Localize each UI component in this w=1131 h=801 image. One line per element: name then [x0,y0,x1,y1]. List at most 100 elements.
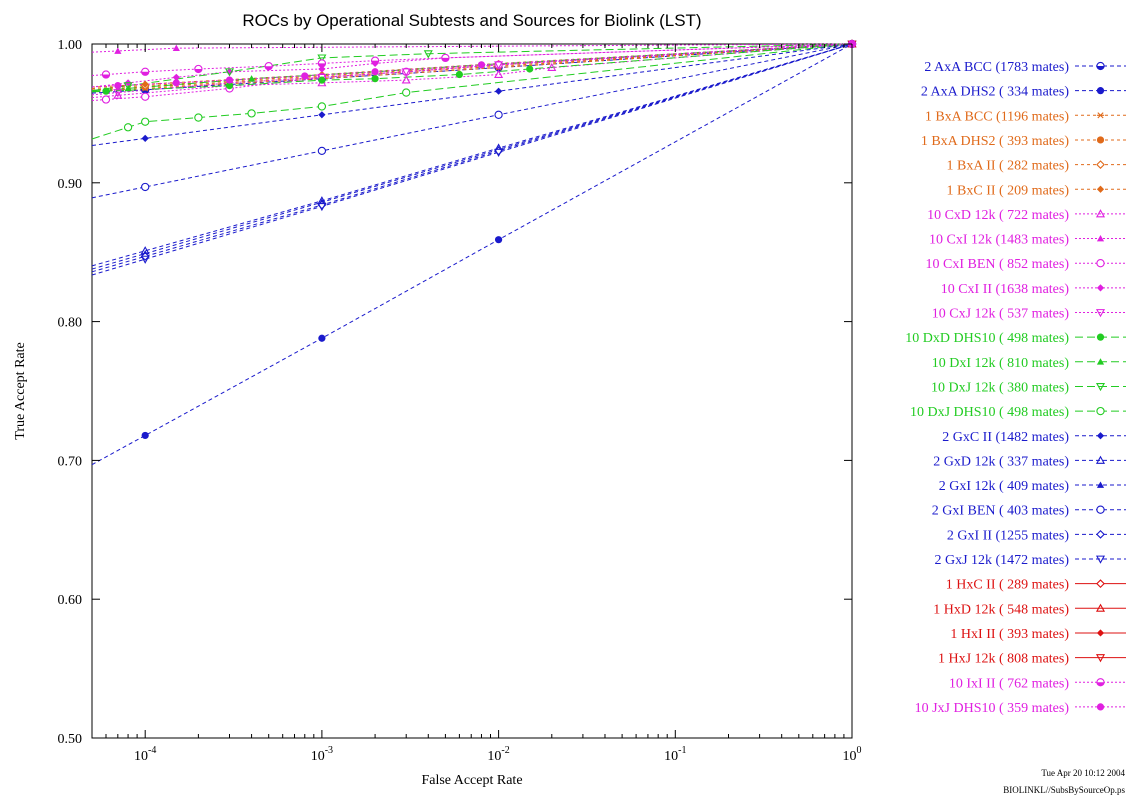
series-line [91,43,853,93]
legend-label: 10 JxJ DHS10 ( 359 mates) [915,701,1070,716]
data-point [172,44,180,52]
legend-entry: 1 BxA BCC (1196 mates) [925,109,1126,124]
data-point [172,73,180,81]
legend-label: 10 CxD 12k ( 722 mates) [927,208,1069,223]
legend-entry: 10 IxI II ( 762 mates) [949,676,1126,691]
x-tick-label: 10-3 [311,745,333,764]
legend-entry: 2 AxA BCC (1783 mates) [924,60,1126,75]
data-point [494,110,503,119]
legend-marker [1096,406,1105,416]
data-point [113,90,123,99]
data-point [317,59,327,68]
legend-entry: 10 CxJ 12k ( 537 mates) [932,307,1126,322]
data-point [455,70,463,79]
legend-marker [1096,678,1105,687]
data-point [114,47,122,54]
legend-label: 10 CxI 12k (1483 mates) [929,233,1069,248]
legend-marker [1096,505,1105,514]
legend-entry: 2 GxI II (1255 mates) [947,528,1126,543]
data-point [123,123,133,132]
footer-file: BIOLINKL//SubsBySourceOp.ps [1003,785,1125,795]
legend-label: 2 AxA DHS2 ( 334 mates) [921,85,1070,100]
legend-marker [1095,383,1106,392]
legend-marker [1096,333,1105,341]
data-point [101,70,111,79]
legend-label: 10 CxI BEN ( 852 mates) [926,257,1070,272]
legend-label: 10 DxD DHS10 ( 498 mates) [905,331,1069,346]
data-point [477,61,486,69]
legend-label: 1 BxA DHS2 ( 393 mates) [921,134,1070,149]
legend-label: 2 AxA BCC (1783 mates) [924,60,1069,75]
legend-entry: 10 CxI II (1638 mates) [941,282,1126,297]
plot-area [91,43,853,739]
legend-label: 1 HxC II ( 289 mates) [946,578,1070,593]
data-point [371,75,379,83]
data-point [225,76,234,84]
legend-marker [1096,234,1105,242]
legend-label: 10 CxJ 12k ( 537 mates) [932,307,1070,322]
series-line [91,43,853,102]
legend-label: 1 HxD 12k ( 548 mates) [933,602,1069,617]
x-tick-label: 100 [843,745,862,764]
footer-date: Tue Apr 20 10:12 2004 [1041,768,1125,778]
legend-marker [1096,160,1105,169]
data-point [494,69,504,78]
chart-title: ROCs by Operational Subtests and Sources… [242,11,701,30]
legend-entry: 2 GxI 12k ( 409 mates) [939,479,1126,494]
legend-label: 2 GxC II (1482 mates) [942,430,1069,445]
series-line [91,43,853,88]
legend-marker [1095,654,1106,663]
data-point [247,109,256,118]
series-line [91,43,853,88]
data-point [141,92,150,101]
x-tick-label: 10-4 [134,745,156,764]
legend-marker [1095,309,1106,318]
data-point [371,68,379,76]
legend-entry: 1 BxA II ( 282 mates) [947,159,1126,174]
data-point [526,65,534,73]
series-line [91,43,853,276]
legend-entry: 10 DxJ DHS10 ( 498 mates) [910,405,1126,420]
data-point [318,111,326,119]
legend-marker [1095,209,1106,218]
legend-label: 1 BxA II ( 282 mates) [947,159,1070,174]
legend-marker [1095,455,1106,464]
data-point [225,68,234,76]
series-line [91,43,853,267]
series-lines [91,43,853,466]
legend-marker [1096,432,1105,440]
data-point [141,117,150,126]
series-line [91,43,853,92]
data-point [141,67,150,76]
data-point [494,148,504,157]
legend-marker [1096,629,1105,637]
data-point [194,64,203,74]
data-point [401,75,411,84]
x-tick-label: 10-1 [664,745,686,764]
legend-marker [1096,112,1105,119]
legend-entry: 1 HxC II ( 289 mates) [946,578,1126,593]
data-point [318,65,326,73]
data-point [317,146,327,156]
data-point [141,80,149,88]
legend-entry: 10 DxI 12k ( 810 mates) [932,356,1126,371]
series-line [91,43,853,466]
y-tick-label: 0.60 [58,593,83,608]
legend-label: 10 CxI II (1638 mates) [941,282,1070,297]
legend-entry: 2 GxI BEN ( 403 mates) [932,504,1126,519]
legend-entry: 1 BxA DHS2 ( 393 mates) [921,134,1126,149]
legend-label: 1 BxC II ( 209 mates) [947,183,1070,198]
legend-entry: 1 HxD 12k ( 548 mates) [933,602,1126,617]
legend-label: 10 IxI II ( 762 mates) [949,676,1069,691]
data-point [141,182,150,192]
data-point [494,236,503,244]
legend-label: 1 HxI II ( 393 mates) [950,627,1069,642]
y-tick-label: 0.90 [58,177,83,192]
legend-entry: 10 DxD DHS10 ( 498 mates) [905,331,1126,346]
legend-entry: 1 HxJ 12k ( 808 mates) [938,652,1126,667]
legend-label: 1 BxA BCC (1196 mates) [925,109,1069,124]
legend-entry: 1 BxC II ( 209 mates) [947,183,1126,198]
series-line [91,43,853,77]
legend-label: 10 DxJ 12k ( 380 mates) [931,380,1069,395]
